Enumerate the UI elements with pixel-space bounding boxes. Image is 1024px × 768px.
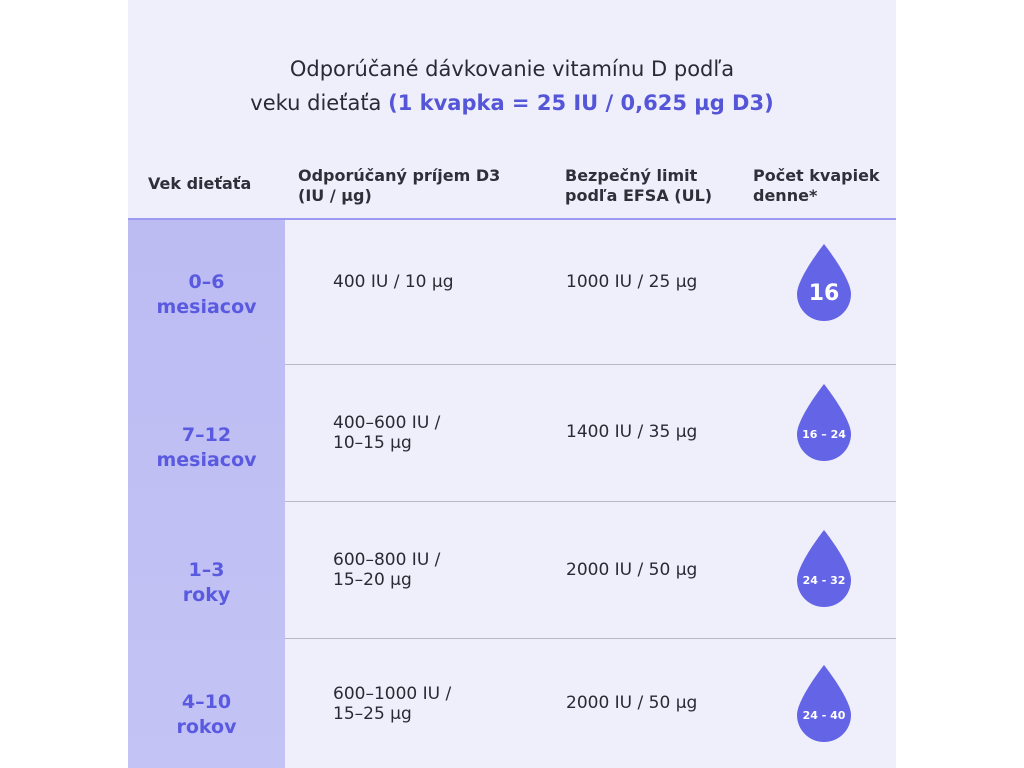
row-1-age: 0–6 mesiacov <box>128 270 285 320</box>
row-3-intake: 600–800 IU / 15–20 µg <box>333 550 440 590</box>
table-header: Vek dieťaťa Odporúčaný príjem D3 (IU / µ… <box>128 150 896 220</box>
row-3-limit: 2000 IU / 50 µg <box>566 560 698 580</box>
header-intake-line-1: Odporúčaný príjem D3 <box>298 166 501 185</box>
header-intake-line-2: (IU / µg) <box>298 186 372 205</box>
row-2-drop: 16 – 24 <box>794 382 854 462</box>
page-title: Odporúčané dávkovanie vitamínu D podľa v… <box>128 52 896 120</box>
drop-icon <box>797 530 851 607</box>
drop-icon <box>797 384 851 461</box>
row-1-age-value: 0–6 <box>188 271 225 293</box>
header-limit-line-1: Bezpečný limit <box>565 166 698 185</box>
row-2-intake-line-2: 10–15 µg <box>333 433 412 453</box>
row-4-age: 4–10 rokov <box>128 690 285 740</box>
age-column <box>128 220 285 768</box>
header-drops-line-2: denne* <box>753 186 818 205</box>
row-divider <box>285 638 896 639</box>
row-1-intake-line-1: 400 IU / 10 µg <box>333 272 454 292</box>
row-4-limit: 2000 IU / 50 µg <box>566 693 698 713</box>
row-3-drop: 24 - 32 <box>794 528 854 608</box>
row-1-drop: 16 <box>794 242 854 322</box>
row-3-age: 1–3 roky <box>128 558 285 608</box>
row-1-drops: 16 <box>808 281 840 306</box>
row-4-intake-line-1: 600–1000 IU / <box>333 684 452 704</box>
row-1-intake: 400 IU / 10 µg <box>333 272 454 292</box>
row-3-age-value: 1–3 <box>188 559 225 581</box>
row-2-age-unit: mesiacov <box>156 449 257 471</box>
header-age: Vek dieťaťa <box>148 174 252 193</box>
row-1-limit: 1000 IU / 25 µg <box>566 272 698 292</box>
row-2-age: 7–12 mesiacov <box>128 423 285 473</box>
row-4-intake: 600–1000 IU / 15–25 µg <box>333 684 451 724</box>
row-3-intake-line-2: 15–20 µg <box>333 570 412 590</box>
row-4-drop: 24 - 40 <box>794 663 854 743</box>
row-2-drops: 16 – 24 <box>802 428 846 441</box>
drop-icon <box>797 244 851 321</box>
header-drops-line-1: Počet kvapiek <box>753 166 880 185</box>
drop-icon <box>797 665 851 742</box>
row-2-intake: 400–600 IU / 10–15 µg <box>333 413 440 453</box>
row-4-intake-line-2: 15–25 µg <box>333 704 412 724</box>
row-2-intake-line-1: 400–600 IU / <box>333 413 441 433</box>
row-2-age-value: 7–12 <box>181 424 232 446</box>
row-4-age-value: 4–10 <box>181 691 232 713</box>
row-4-drops: 24 - 40 <box>802 709 846 722</box>
title-highlight: (1 kvapka = 25 IU / 0,625 µg D3) <box>388 91 774 115</box>
dosage-panel: Odporúčané dávkovanie vitamínu D podľa v… <box>128 0 896 768</box>
header-drops: Počet kvapiek denne* <box>753 166 880 206</box>
header-intake: Odporúčaný príjem D3 (IU / µg) <box>298 166 500 206</box>
row-2-limit: 1400 IU / 35 µg <box>566 422 698 442</box>
title-line-2: veku dieťaťa (1 kvapka = 25 IU / 0,625 µ… <box>128 86 896 120</box>
header-limit-line-2: podľa EFSA (UL) <box>565 186 713 205</box>
header-limit: Bezpečný limit podľa EFSA (UL) <box>565 166 712 206</box>
title-prefix: veku dieťaťa <box>250 91 389 115</box>
row-3-age-unit: roky <box>182 584 231 606</box>
row-3-intake-line-1: 600–800 IU / <box>333 550 441 570</box>
title-line-1: Odporúčané dávkovanie vitamínu D podľa <box>289 57 735 81</box>
row-divider <box>285 501 896 502</box>
row-divider <box>285 364 896 365</box>
row-3-drops: 24 - 32 <box>802 574 846 587</box>
row-1-age-unit: mesiacov <box>156 296 257 318</box>
row-4-age-unit: rokov <box>176 716 237 738</box>
